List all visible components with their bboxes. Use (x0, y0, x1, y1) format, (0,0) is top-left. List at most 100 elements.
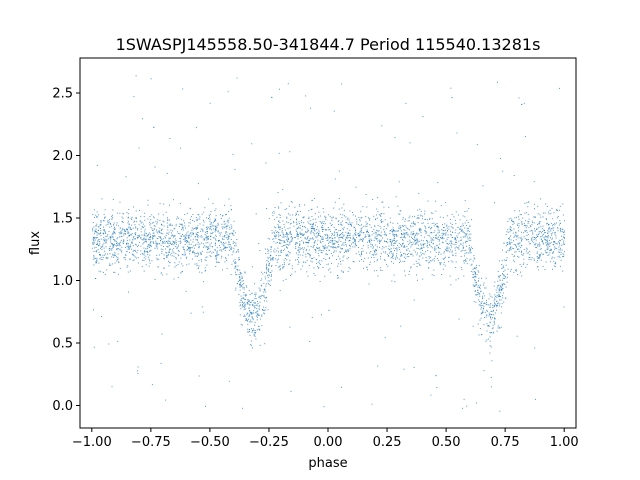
data-point (201, 236, 203, 238)
data-point (313, 245, 314, 247)
data-point (478, 292, 479, 294)
data-point (315, 249, 317, 251)
data-point (149, 242, 151, 244)
data-point (422, 240, 424, 242)
data-point (496, 291, 498, 293)
data-point (149, 221, 150, 223)
data-point (494, 318, 495, 320)
data-point (312, 227, 314, 229)
data-point (294, 271, 296, 273)
data-point (132, 245, 134, 247)
data-point (207, 238, 209, 240)
data-point (290, 275, 291, 276)
data-point (398, 181, 400, 183)
data-point (467, 238, 469, 240)
data-point (501, 285, 503, 287)
data-point (252, 329, 254, 331)
data-point (229, 226, 231, 228)
data-point (472, 260, 474, 262)
data-point (433, 225, 435, 227)
data-point (290, 232, 291, 234)
data-point (428, 241, 430, 243)
data-point (482, 295, 483, 297)
data-point (137, 373, 139, 374)
data-point (201, 213, 203, 215)
data-point (415, 239, 417, 241)
data-point (111, 243, 113, 245)
data-point (399, 213, 401, 215)
data-point (299, 247, 301, 249)
data-point (338, 220, 340, 222)
data-point (326, 246, 328, 248)
data-point (112, 214, 113, 216)
data-point (538, 255, 540, 257)
data-point (238, 257, 240, 259)
data-point (523, 253, 525, 255)
data-point (265, 271, 267, 273)
data-point (468, 248, 470, 250)
data-point (327, 237, 329, 239)
data-point (157, 219, 159, 221)
data-point (253, 334, 255, 336)
data-point (375, 233, 377, 235)
data-point (376, 235, 378, 237)
data-point (194, 263, 196, 265)
data-point (110, 241, 112, 243)
data-point (550, 230, 552, 232)
data-point (152, 238, 153, 240)
data-point (301, 240, 303, 242)
data-point (390, 251, 392, 252)
data-point (464, 236, 466, 238)
data-point (163, 246, 164, 247)
data-point (173, 244, 175, 246)
data-point (304, 247, 306, 249)
data-point (260, 271, 262, 273)
data-point (275, 258, 277, 260)
data-point (241, 286, 243, 287)
data-point (278, 239, 280, 240)
data-point (111, 249, 113, 251)
data-point (291, 267, 293, 269)
data-point (447, 237, 449, 239)
data-point (359, 238, 361, 240)
data-point (148, 238, 149, 240)
data-point (119, 212, 121, 214)
data-point (325, 253, 327, 255)
data-point (140, 253, 142, 255)
data-point (555, 222, 557, 224)
data-point (420, 235, 422, 237)
data-point (535, 398, 536, 400)
data-point (434, 247, 435, 249)
data-point (497, 295, 499, 297)
data-point (496, 304, 498, 306)
data-point (289, 259, 291, 261)
data-point (490, 295, 492, 297)
data-point (327, 235, 329, 237)
data-point (192, 220, 194, 221)
data-point (243, 309, 245, 311)
data-point (438, 247, 440, 249)
data-point (158, 258, 160, 260)
data-point (240, 304, 241, 306)
data-point (539, 248, 541, 250)
data-point (226, 246, 228, 248)
data-point (134, 256, 136, 258)
data-point (483, 282, 485, 284)
data-point (117, 253, 119, 255)
data-point (311, 228, 312, 230)
data-point (143, 250, 145, 252)
data-point (377, 211, 379, 213)
data-point (286, 234, 288, 236)
data-point (167, 243, 169, 244)
data-point (358, 251, 360, 253)
data-point (288, 263, 290, 265)
data-point (517, 244, 519, 245)
data-point (190, 250, 191, 252)
data-point (205, 235, 207, 237)
data-point (446, 247, 448, 249)
data-point (287, 241, 289, 242)
data-point (282, 236, 284, 238)
data-point (119, 242, 121, 244)
data-point (358, 254, 360, 256)
data-point (129, 259, 131, 261)
